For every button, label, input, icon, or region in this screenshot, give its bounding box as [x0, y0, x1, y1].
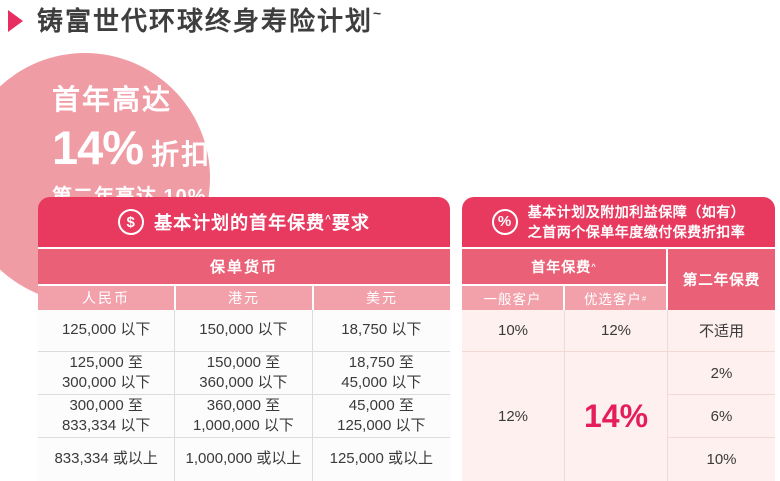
promo-discount-suffix: 折扣: [151, 139, 212, 170]
discount-header-line1: 基本计划及附加利益保障（如有）: [527, 203, 746, 220]
second-year-premium-header: 第二年保费: [666, 249, 775, 310]
preferred-customer-label: 优选客户: [583, 292, 642, 307]
table-cell: 10%: [462, 310, 565, 352]
table-cell: 不适用: [668, 310, 775, 352]
page-title: 铸富世代环球终身寿险计划~: [37, 5, 382, 36]
preferred-customer-header: 优选客户 #: [563, 286, 666, 310]
promo-line1: 首年高达: [52, 84, 173, 115]
first-year-premium-band: 首年保费 ^: [462, 249, 666, 284]
discount-table-header: % 基本计划及附加利益保障（如有） 之首两个保单年度缴付保费折扣率: [462, 197, 775, 247]
currency-header-hkd: 港元: [174, 286, 312, 310]
discount-table-header-label: 基本计划及附加利益保障（如有） 之首两个保单年度缴付保费折扣率: [528, 202, 746, 243]
general-customer-label: 一般客户: [483, 292, 542, 307]
premium-header-post: 要求: [331, 213, 370, 233]
dollar-icon: $: [118, 209, 145, 235]
table-cell: 360,000 至 1,000,000 以下: [175, 395, 313, 438]
first-year-sup: ^: [591, 262, 597, 271]
premium-header-sup: ^: [325, 214, 332, 225]
premium-header-pre: 基本计划的首年保费: [154, 213, 326, 233]
page-title-text: 铸富世代环球终身寿险计划: [37, 6, 374, 36]
table-cell: 125,000 至 300,000 以下: [38, 352, 176, 395]
table-cell: 300,000 至 833,334 以下: [38, 395, 176, 438]
currency-header-row: 人民币 港元 美元: [38, 284, 450, 310]
premium-table-header-label: 基本计划的首年保费^要求: [154, 209, 370, 235]
table-cell: 18,750 至 45,000 以下: [312, 352, 450, 395]
table-cell: 150,000 以下: [175, 310, 313, 352]
arrow-bullet-icon: [8, 9, 23, 32]
discount-table-body: 10% 12% 不适用 12% 14% 2% 6% 10%: [462, 310, 775, 481]
table-cell: 2%: [668, 352, 775, 395]
discount-subheader: 首年保费 ^ 一般客户 优选客户 # 第二年保费: [462, 247, 775, 310]
table-cell: 6%: [668, 395, 775, 438]
premium-table-body: 125,000 以下 150,000 以下 18,750 以下 125,000 …: [38, 310, 450, 481]
policy-currency-band: 保单货币: [38, 247, 450, 284]
currency-header-usd: 美元: [312, 286, 450, 310]
promo-line2: 14% 折扣: [52, 120, 255, 175]
currency-header-rmb: 人民币: [38, 286, 174, 310]
table-cell: 1,000,000 或以上: [175, 438, 313, 481]
table-cell: 45,000 至 125,000 以下: [312, 395, 450, 438]
customer-type-row: 一般客户 优选客户 #: [462, 284, 666, 310]
table-cell: 150,000 至 360,000 以下: [175, 352, 313, 395]
table-cell-merged-preferred-highlight: 14%: [565, 352, 668, 481]
table-cell: 125,000 以下: [38, 310, 176, 352]
premium-requirement-table: $ 基本计划的首年保费^要求 保单货币 人民币 港元 美元 125,000 以下…: [38, 197, 450, 481]
premium-table-header: $ 基本计划的首年保费^要求: [38, 197, 450, 247]
first-year-label: 首年保费: [531, 258, 592, 275]
table-cell: 18,750 以下: [312, 310, 450, 352]
preferred-customer-sup: #: [641, 293, 648, 303]
table-cell-merged-general: 12%: [462, 352, 565, 481]
table-cell: 10%: [706, 451, 737, 468]
discount-header-line2: 之首两个保单年度缴付保费折扣率: [527, 224, 746, 240]
table-cell: 833,334 或以上: [38, 438, 176, 481]
discount-rate-table: % 基本计划及附加利益保障（如有） 之首两个保单年度缴付保费折扣率 首年保费 ^ …: [462, 197, 775, 481]
page-title-row: 铸富世代环球终身寿险计划~: [8, 5, 382, 36]
page-title-superscript: ~: [373, 5, 382, 21]
first-year-column-group: 首年保费 ^ 一般客户 优选客户 #: [462, 249, 666, 310]
percent-icon: %: [491, 209, 518, 235]
discount-promo-text: 首年高达 14% 折扣 第二年高达 10% 折扣: [52, 78, 255, 209]
table-cell: 125,000 或以上: [329, 450, 434, 468]
table-cell: 12%: [565, 310, 668, 352]
general-customer-header: 一般客户: [462, 286, 563, 310]
promo-discount-value: 14%: [52, 121, 144, 174]
